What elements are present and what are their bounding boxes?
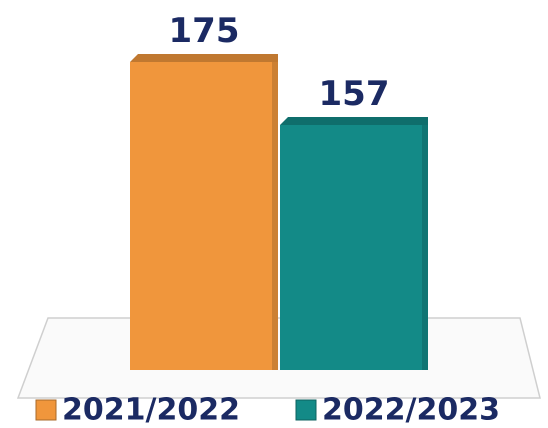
legend-swatch: [296, 400, 316, 420]
bar: [130, 62, 278, 370]
chart: 175 157 2021/2022 2022/2023: [0, 0, 548, 428]
bar-top: [130, 54, 278, 62]
bar-side: [272, 62, 278, 370]
legend-label: 2022/2023: [322, 393, 500, 428]
bar-top: [280, 117, 428, 125]
floor: [18, 318, 540, 398]
value-label: 157: [319, 74, 390, 114]
value-label: 175: [169, 11, 240, 51]
bar: [280, 125, 428, 370]
bar-side: [422, 125, 428, 370]
legend-swatch: [36, 400, 56, 420]
legend-label: 2021/2022: [62, 393, 240, 428]
